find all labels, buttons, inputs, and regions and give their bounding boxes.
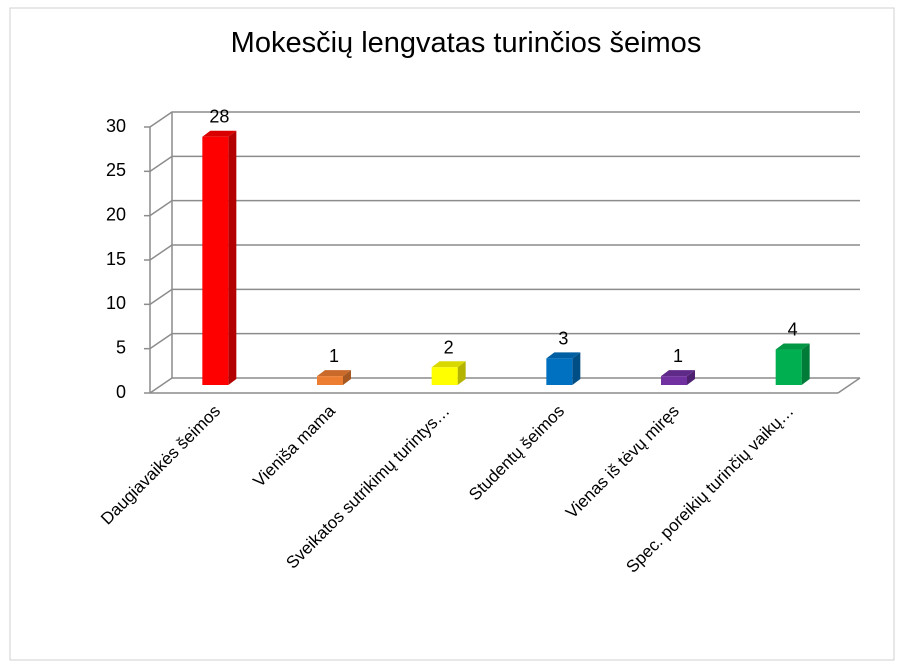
bar-top	[202, 130, 237, 137]
bar	[431, 367, 458, 385]
data-label: 3	[558, 328, 568, 348]
grid-line	[149, 244, 860, 261]
bar-top	[431, 361, 466, 368]
bar-side	[457, 361, 466, 385]
y-tick-label: 0	[116, 382, 126, 402]
bar-side	[687, 370, 695, 385]
y-tick-label: 30	[106, 116, 126, 136]
data-label: 28	[209, 107, 229, 127]
y-tick-label: 10	[106, 293, 126, 313]
bar-side	[801, 343, 810, 385]
bar	[202, 136, 229, 385]
y-tick-label: 15	[106, 249, 126, 269]
y-tick-label: 25	[106, 160, 126, 180]
bar	[661, 376, 687, 385]
chart-title: Mokesčių lengvatas turinčios šeimos	[231, 27, 702, 59]
bar-side	[572, 352, 581, 385]
bar-top	[317, 370, 351, 377]
bar-top	[775, 343, 810, 350]
data-label: 2	[444, 337, 454, 357]
bar	[546, 358, 573, 385]
bar	[775, 349, 802, 385]
data-label: 1	[673, 346, 683, 366]
grid-line	[149, 155, 860, 172]
bar-side	[228, 130, 237, 385]
y-tick-label: 5	[116, 337, 126, 357]
grid-line	[149, 377, 860, 394]
bar-side	[343, 370, 351, 385]
grid-line	[149, 288, 860, 305]
bar-top	[661, 370, 695, 377]
grid-line	[149, 332, 860, 350]
bar	[317, 376, 343, 385]
grid-line	[149, 199, 860, 217]
data-label: 4	[788, 320, 798, 340]
grid-line	[149, 111, 860, 128]
y-tick-label: 20	[106, 204, 126, 224]
data-label: 1	[329, 346, 339, 366]
floor-line	[837, 377, 861, 394]
bar-top	[546, 352, 581, 359]
